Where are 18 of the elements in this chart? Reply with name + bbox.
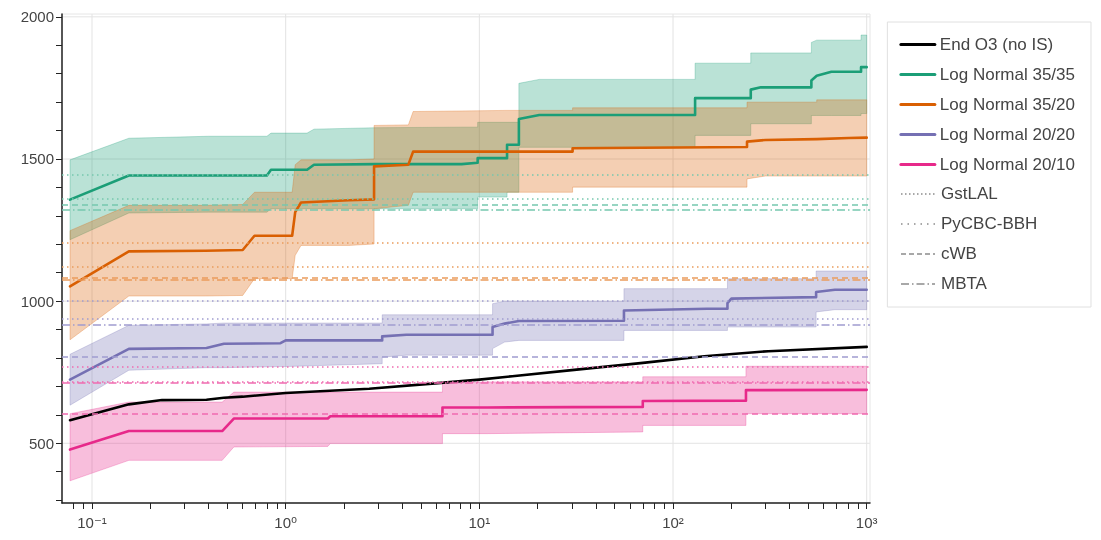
x-tick-label: 10⁻¹ <box>77 514 107 531</box>
x-tick-label: 10¹ <box>468 514 491 531</box>
legend-label: Log Normal 35/20 <box>939 95 1075 114</box>
y-tick-label: 1000 <box>20 292 54 310</box>
y-tick-label: 2000 <box>20 8 54 26</box>
y-tick-label: 1500 <box>20 150 54 168</box>
text: PyCBC-BBH <box>941 214 1038 234</box>
legend-label: End O3 (no IS) <box>939 35 1054 54</box>
text: GstLAL <box>941 184 998 204</box>
text: cWB <box>941 244 977 264</box>
x-tick-label: 10⁰ <box>274 514 298 531</box>
legend-label: Log Normal 20/20 <box>939 125 1075 144</box>
x-tick-label: 10³ <box>855 514 878 531</box>
text: MBTA <box>941 274 987 294</box>
x-tick-label: 10² <box>662 514 684 531</box>
legend-label: Log Normal 35/35 <box>939 65 1075 84</box>
y-tick-label: 500 <box>28 434 54 452</box>
legend-label: Log Normal 20/10 <box>939 155 1075 174</box>
